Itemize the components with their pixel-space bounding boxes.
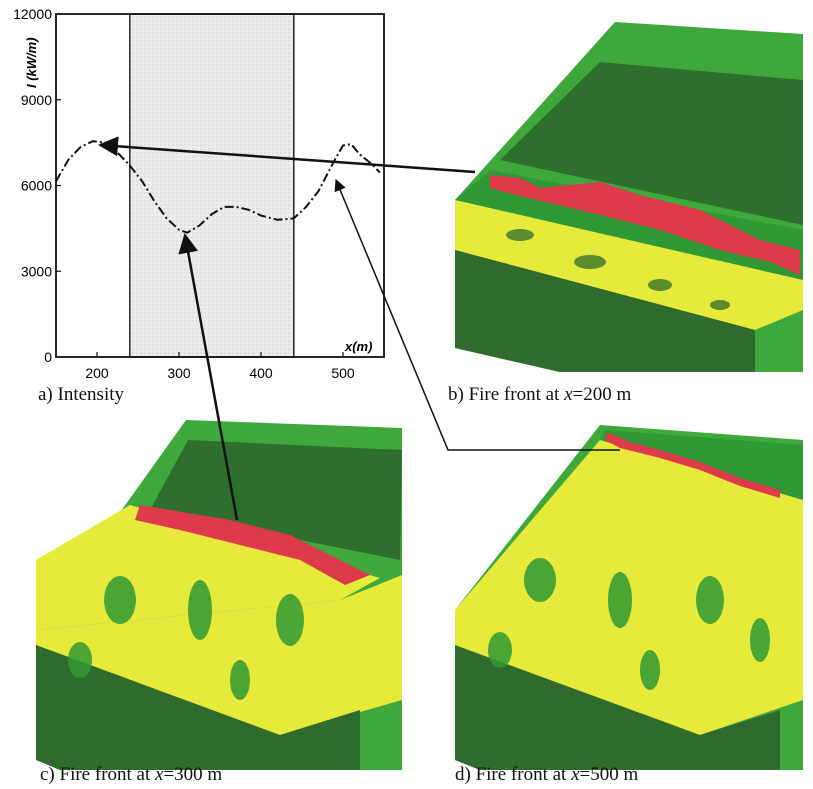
intensity-line <box>55 140 381 234</box>
y-tick-label: 12000 <box>13 6 52 22</box>
caption-b-suffix: =200 m <box>572 384 632 405</box>
caption-c: c) Fire front at x=300 m <box>40 764 222 786</box>
caption-c-prefix: c) Fire front at <box>40 764 156 785</box>
x-axis-label: x(m) <box>344 339 372 354</box>
x-tick-label: 500 <box>331 365 355 381</box>
y-tick-label: 6000 <box>21 178 52 194</box>
caption-a: a) Intensity <box>38 384 125 405</box>
caption-d-suffix: =500 m <box>579 764 639 785</box>
x-tick-label: 200 <box>85 365 109 381</box>
caption-b-var: x <box>564 384 573 405</box>
caption-c-suffix: =300 m <box>163 764 223 785</box>
caption-b-prefix: b) Fire front at <box>448 384 565 405</box>
caption-d-var: x <box>571 764 580 785</box>
x-tick-label: 400 <box>249 365 273 381</box>
caption-c-var: x <box>155 764 164 785</box>
x-tick-label: 300 <box>167 365 191 381</box>
y-tick-label: 9000 <box>21 92 52 108</box>
arrow-to-panel-c <box>178 233 239 521</box>
shaded-region <box>129 13 295 358</box>
y-axis-label: I (kW/m) <box>24 37 39 88</box>
y-tick-label: 0 <box>44 349 52 365</box>
y-tick-label: 3000 <box>21 263 52 279</box>
arrow-to-panel-d <box>334 178 620 451</box>
arrow-to-panel-b <box>98 136 476 174</box>
caption-b: b) Fire front at x=200 m <box>448 384 631 406</box>
caption-d: d) Fire front at x=500 m <box>455 764 638 786</box>
caption-d-prefix: d) Fire front at <box>455 764 572 785</box>
